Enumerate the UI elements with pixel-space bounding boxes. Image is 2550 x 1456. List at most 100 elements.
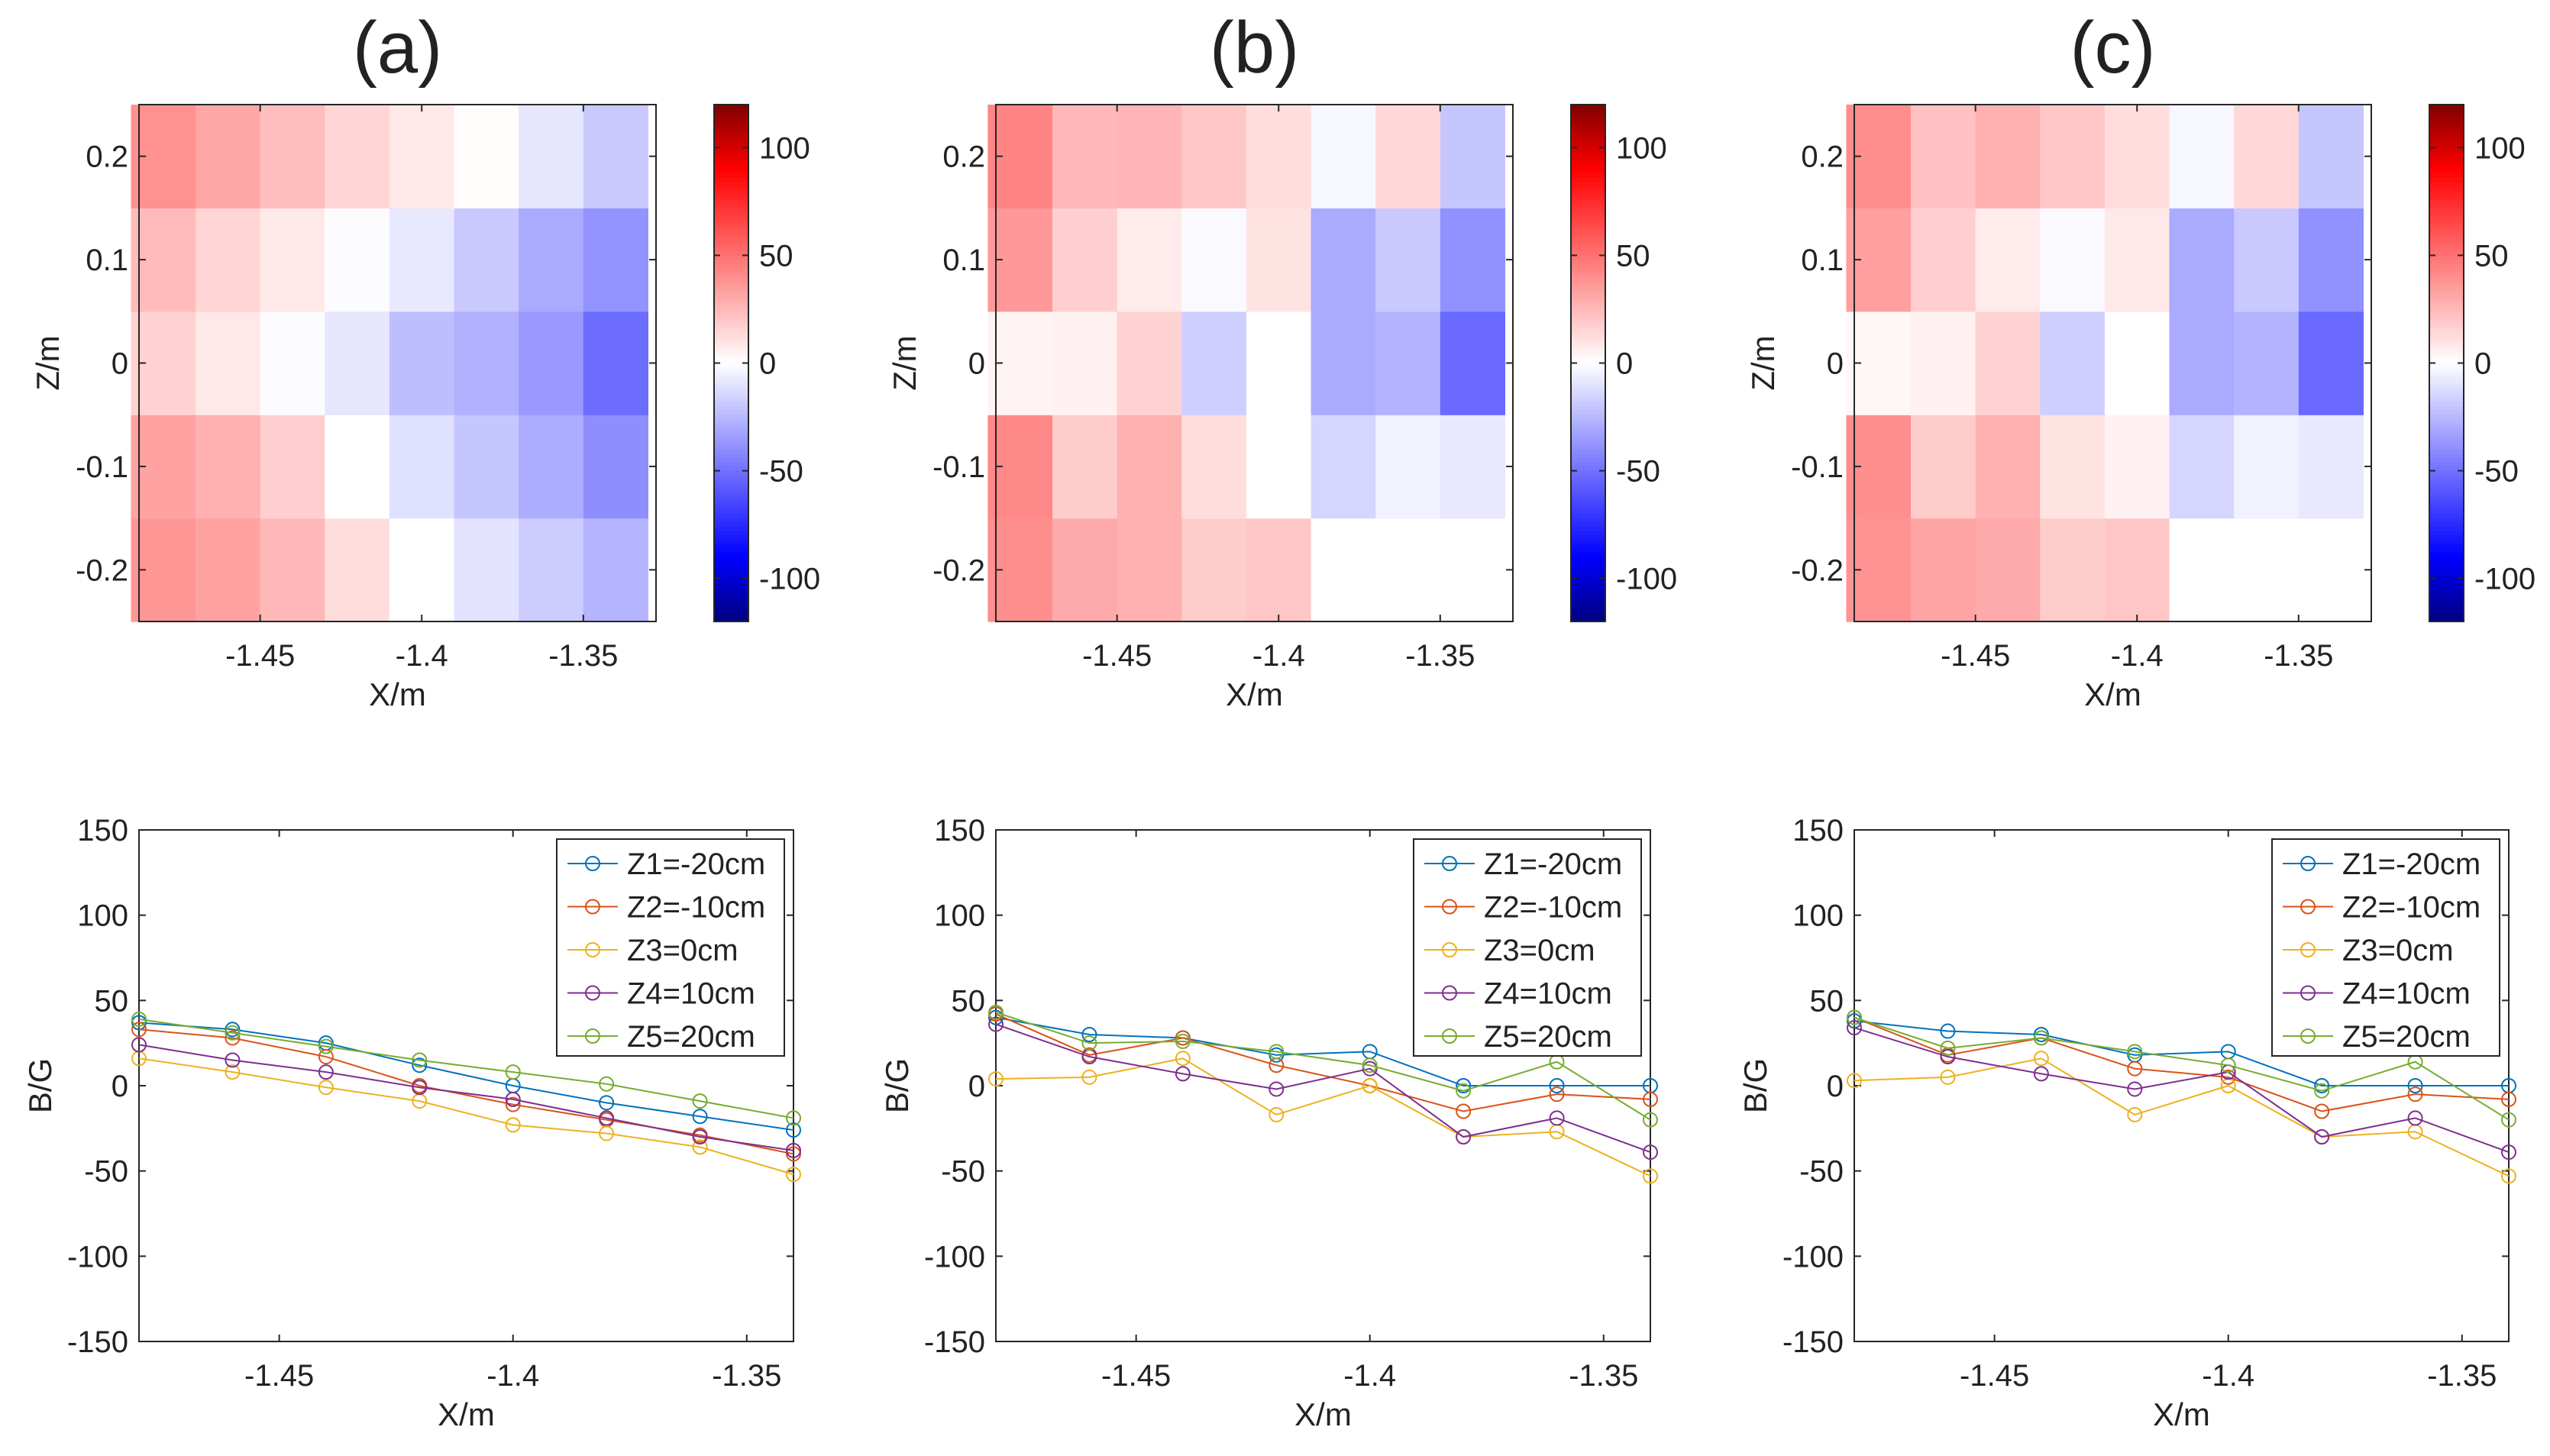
data-point bbox=[1847, 1009, 1862, 1025]
colorbar-segment bbox=[2429, 324, 2464, 330]
heatmap-cell bbox=[519, 311, 584, 415]
colorbar-segment bbox=[1571, 449, 1605, 454]
legend-marker bbox=[2300, 942, 2316, 957]
colorbar-segment bbox=[1571, 105, 1605, 110]
y-axis-label: Z/m bbox=[887, 335, 923, 390]
y-tick-label: -0.1 bbox=[76, 450, 128, 484]
colorbar-segment bbox=[2429, 169, 2464, 175]
data-point bbox=[1549, 1078, 1565, 1093]
colorbar-segment bbox=[1571, 320, 1605, 325]
colorbar-segment bbox=[1571, 121, 1605, 128]
y-axis-label: B/G bbox=[22, 1058, 58, 1113]
heatmap-cell bbox=[2104, 415, 2170, 519]
colorbar-segment bbox=[1571, 457, 1605, 463]
heatmap-cell bbox=[2234, 105, 2300, 208]
legend-label: Z3=0cm bbox=[1484, 934, 1595, 967]
colorbar-segment bbox=[1571, 134, 1605, 140]
heatmap-cell bbox=[325, 105, 390, 208]
heatmap-cell bbox=[389, 105, 455, 208]
colorbar-segment bbox=[714, 436, 748, 441]
y-tick-label: 0 bbox=[1827, 1070, 1844, 1103]
series-line bbox=[1854, 1020, 2509, 1086]
data-point bbox=[1456, 1103, 1472, 1119]
colorbar-segment bbox=[1571, 402, 1605, 407]
colorbar-segment bbox=[714, 224, 748, 231]
colorbar-segment bbox=[1571, 583, 1605, 588]
colorbar-segment bbox=[2429, 147, 2464, 153]
colorbar-segment bbox=[1571, 199, 1605, 205]
colorbar-segment bbox=[714, 509, 748, 515]
colorbar-segment bbox=[1571, 513, 1605, 519]
series-line bbox=[995, 1023, 1651, 1154]
panel-title: (b) bbox=[1210, 7, 1299, 89]
data-point bbox=[1643, 1168, 1658, 1184]
heatmap-cell bbox=[2040, 105, 2106, 208]
data-point bbox=[1940, 1040, 1956, 1056]
heatmap-cell bbox=[519, 415, 584, 519]
heatmap-cell bbox=[389, 415, 455, 519]
colorbar-segment bbox=[1571, 453, 1605, 459]
line-panel-2: -1.45 -1.4 -1.35 -150 -100 -50 0 50 100 150 X/m B/G… bbox=[1737, 814, 2516, 1432]
colorbar-segment bbox=[714, 311, 748, 317]
colorbar-segment bbox=[2429, 281, 2464, 286]
legend-marker bbox=[585, 985, 600, 1001]
series-4 bbox=[1847, 1020, 2516, 1161]
colorbar-segment bbox=[2429, 389, 2464, 394]
colorbar-segment bbox=[2429, 134, 2464, 140]
colorbar-segment bbox=[2429, 367, 2464, 373]
colorbar-segment bbox=[2429, 156, 2464, 162]
colorbar-segment bbox=[1571, 405, 1605, 412]
colorbar-segment bbox=[1571, 263, 1605, 270]
colorbar-segment bbox=[714, 496, 748, 502]
y-tick-label: 0.1 bbox=[86, 244, 128, 277]
colorbar-segment bbox=[2429, 449, 2464, 454]
colorbar-segment bbox=[714, 483, 748, 489]
colorbar-segment bbox=[714, 526, 748, 532]
y-tick-label: -100 bbox=[67, 1240, 128, 1274]
colorbar-segment bbox=[1571, 156, 1605, 162]
colorbar-segment bbox=[2429, 294, 2464, 299]
colorbar-segment bbox=[714, 518, 748, 524]
colorbar-segment bbox=[2429, 371, 2464, 377]
series-line bbox=[1854, 1016, 2510, 1112]
y-tick-label: 0.2 bbox=[86, 140, 128, 174]
colorbar-segment bbox=[714, 190, 748, 196]
data-point bbox=[2407, 1086, 2423, 1102]
colorbar-segment bbox=[2429, 596, 2464, 601]
colorbar-segment bbox=[2429, 247, 2464, 252]
colorbar-segment bbox=[2429, 423, 2464, 428]
legend-box bbox=[556, 838, 785, 1057]
y-tick-label: 0 bbox=[968, 1070, 985, 1103]
colorbar-segment bbox=[2429, 212, 2464, 218]
heatmap-cell bbox=[1311, 415, 1376, 519]
y-tick-label: -100 bbox=[924, 1240, 985, 1274]
data-point bbox=[225, 1064, 241, 1080]
colorbar-segment bbox=[714, 182, 748, 187]
series-line bbox=[138, 1022, 794, 1132]
colorbar-segment bbox=[1571, 294, 1605, 299]
colorbar-segment bbox=[2429, 113, 2464, 118]
heatmap-cell bbox=[1181, 415, 1247, 519]
y-tick-label: 0 bbox=[112, 347, 128, 381]
heatmap-cell bbox=[583, 311, 649, 415]
colorbar-segment bbox=[1571, 612, 1605, 618]
data-point bbox=[692, 1139, 708, 1155]
line-panel-1: -1.45 -1.4 -1.35 -150 -100 -50 0 50 100 150 X/m B/G… bbox=[879, 814, 1658, 1432]
legend-marker bbox=[2300, 985, 2316, 1001]
colorbar-segment bbox=[1571, 548, 1605, 554]
colorbar-segment bbox=[1571, 221, 1605, 226]
colorbar-segment bbox=[714, 531, 748, 536]
colorbar-segment bbox=[2429, 483, 2464, 489]
colorbar-segment bbox=[2429, 268, 2464, 273]
colorbar-segment bbox=[1571, 147, 1605, 153]
colorbar-segment bbox=[714, 186, 748, 192]
heatmap-cell bbox=[2169, 105, 2235, 208]
colorbar-segment bbox=[2429, 415, 2464, 420]
data-point bbox=[131, 1037, 147, 1053]
colorbar-segment bbox=[714, 449, 748, 454]
colorbar-segment bbox=[1571, 337, 1605, 343]
data-point bbox=[2501, 1091, 2516, 1107]
colorbar-segment bbox=[714, 431, 748, 437]
data-point bbox=[2033, 1030, 2049, 1046]
heatmap-cell bbox=[196, 518, 261, 622]
